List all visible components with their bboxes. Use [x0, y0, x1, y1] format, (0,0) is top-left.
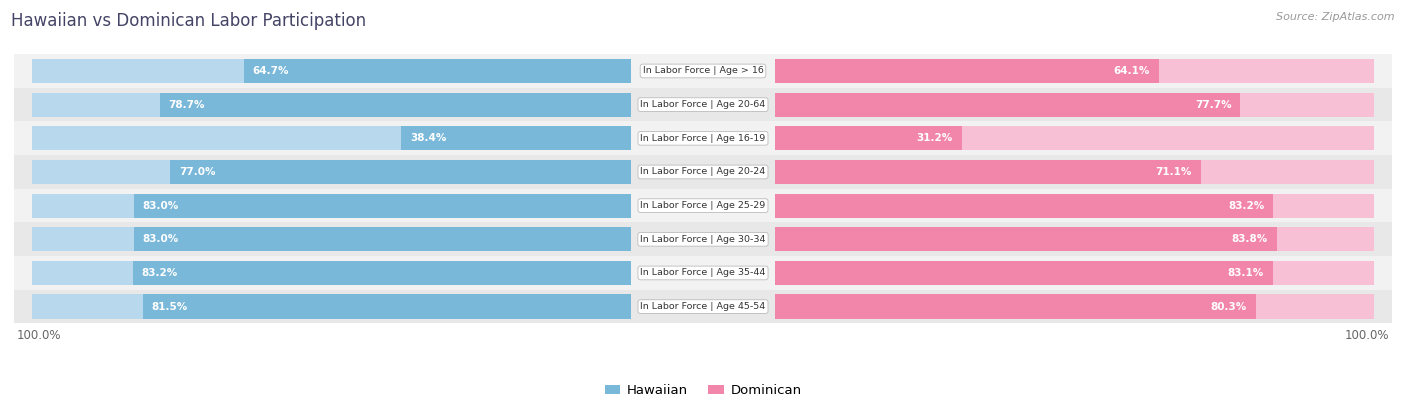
Bar — [14, 256, 1392, 290]
Bar — [32, 295, 631, 319]
Bar — [14, 54, 1392, 88]
Bar — [132, 261, 631, 285]
Text: 78.7%: 78.7% — [169, 100, 205, 110]
Text: 83.0%: 83.0% — [143, 234, 179, 244]
Bar — [775, 160, 1201, 184]
Bar — [775, 59, 1159, 83]
Bar — [14, 121, 1392, 155]
Bar — [775, 92, 1374, 117]
Bar — [32, 59, 631, 83]
Text: In Labor Force | Age 35-44: In Labor Force | Age 35-44 — [640, 269, 766, 277]
Text: 100.0%: 100.0% — [1344, 329, 1389, 342]
Text: In Labor Force | Age 25-29: In Labor Force | Age 25-29 — [640, 201, 766, 210]
Text: 83.1%: 83.1% — [1227, 268, 1264, 278]
Text: In Labor Force | Age 16-19: In Labor Force | Age 16-19 — [640, 134, 766, 143]
Bar — [14, 222, 1392, 256]
Text: 83.2%: 83.2% — [1227, 201, 1264, 211]
Bar — [775, 59, 1374, 83]
Text: 80.3%: 80.3% — [1211, 302, 1247, 312]
Text: 83.8%: 83.8% — [1232, 234, 1268, 244]
Bar — [170, 160, 631, 184]
Bar — [775, 126, 962, 150]
Text: 31.2%: 31.2% — [917, 133, 953, 143]
Bar — [32, 194, 631, 218]
Text: In Labor Force | Age 30-34: In Labor Force | Age 30-34 — [640, 235, 766, 244]
Bar — [775, 227, 1277, 251]
Bar — [134, 194, 631, 218]
Text: 71.1%: 71.1% — [1156, 167, 1192, 177]
Bar — [775, 160, 1374, 184]
Text: Hawaiian vs Dominican Labor Participation: Hawaiian vs Dominican Labor Participatio… — [11, 12, 367, 30]
Text: 83.2%: 83.2% — [142, 268, 179, 278]
Text: 81.5%: 81.5% — [152, 302, 188, 312]
Text: In Labor Force | Age 45-54: In Labor Force | Age 45-54 — [640, 302, 766, 311]
Bar — [32, 126, 631, 150]
Bar — [134, 227, 631, 251]
Text: In Labor Force | Age > 16: In Labor Force | Age > 16 — [643, 66, 763, 75]
Text: 77.0%: 77.0% — [179, 167, 215, 177]
Bar — [160, 92, 631, 117]
Bar — [32, 92, 631, 117]
Bar — [775, 126, 1374, 150]
Text: Source: ZipAtlas.com: Source: ZipAtlas.com — [1277, 12, 1395, 22]
Text: In Labor Force | Age 20-64: In Labor Force | Age 20-64 — [640, 100, 766, 109]
Bar — [775, 295, 1256, 319]
Bar — [775, 227, 1374, 251]
Text: In Labor Force | Age 20-24: In Labor Force | Age 20-24 — [640, 167, 766, 177]
Bar — [775, 194, 1374, 218]
Text: 64.7%: 64.7% — [253, 66, 290, 76]
Bar — [401, 126, 631, 150]
Text: 100.0%: 100.0% — [17, 329, 62, 342]
Bar — [775, 295, 1374, 319]
Bar — [775, 261, 1272, 285]
Text: 77.7%: 77.7% — [1195, 100, 1232, 110]
Bar — [14, 189, 1392, 222]
Bar — [14, 155, 1392, 189]
Bar — [32, 227, 631, 251]
Bar — [143, 295, 631, 319]
Text: 64.1%: 64.1% — [1114, 66, 1150, 76]
Bar — [775, 261, 1374, 285]
Bar — [775, 92, 1240, 117]
Bar — [243, 59, 631, 83]
Text: 83.0%: 83.0% — [143, 201, 179, 211]
Bar — [775, 194, 1274, 218]
Bar — [14, 290, 1392, 324]
Legend: Hawaiian, Dominican: Hawaiian, Dominican — [599, 379, 807, 395]
Bar — [14, 88, 1392, 121]
Text: 38.4%: 38.4% — [411, 133, 447, 143]
Bar — [32, 160, 631, 184]
Bar — [32, 261, 631, 285]
